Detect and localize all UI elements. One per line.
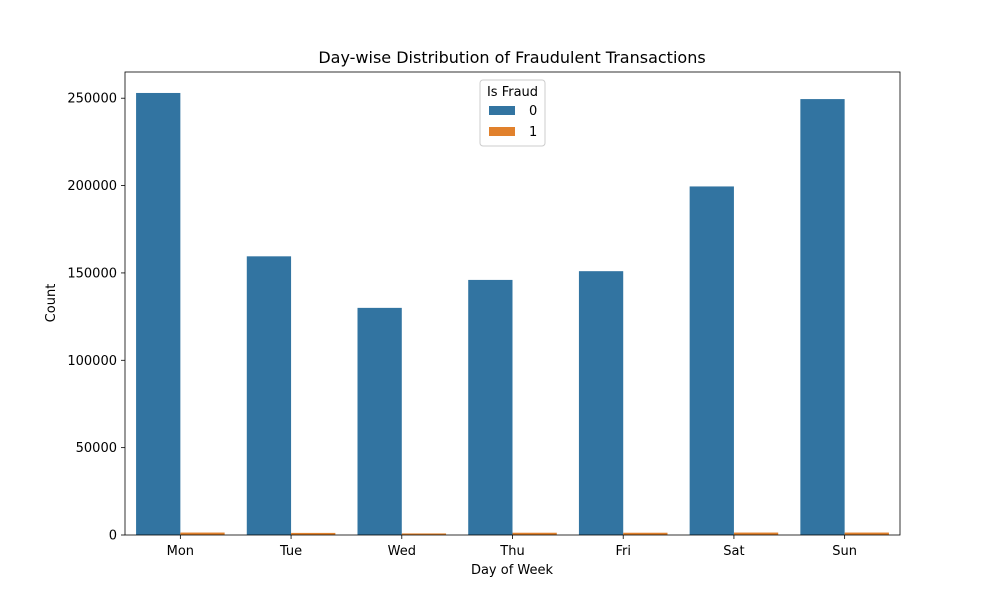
chart-title: Day-wise Distribution of Fraudulent Tran… [318, 48, 705, 67]
bar-series-0-thu [468, 279, 513, 535]
bar-series-1-mon [180, 532, 225, 535]
x-tick-label-thu: Thu [499, 544, 524, 559]
x-tick-label-sat: Sat [723, 544, 744, 559]
bar-series-1-sat [733, 532, 779, 535]
bar-series-0-wed [357, 307, 402, 535]
legend: Is Fraud 0 1 [479, 79, 546, 147]
legend-label-1: 1 [529, 125, 537, 140]
bar-series-0-sat [689, 186, 734, 535]
bar-series-0-sun [800, 99, 845, 536]
x-tick-label-mon: Mon [167, 544, 194, 559]
bar-series-0-mon [136, 92, 181, 535]
bar-series-1-sun [844, 532, 889, 535]
y-tick-label: 150000 [67, 266, 117, 281]
x-tick-label-wed: Wed [388, 544, 416, 559]
legend-title: Is Fraud [487, 85, 538, 100]
legend-label-0: 0 [529, 104, 537, 119]
x-tick-label-tue: Tue [279, 544, 302, 559]
bar-series-1-tue [291, 532, 336, 535]
y-tick-label: 50000 [76, 441, 117, 456]
y-tick-label: 100000 [67, 354, 117, 369]
plot-area: 0 50000 100000 150000 200000 250000 Mon Tue Wed T… [67, 71, 901, 559]
x-tick-label-fri: Fri [615, 544, 631, 559]
legend-swatch-0 [489, 106, 515, 115]
y-tick-label: 200000 [67, 179, 117, 194]
bar-series-1-wed [401, 533, 447, 535]
x-axis-label: Day of Week [471, 563, 554, 578]
legend-swatch-1 [489, 127, 515, 136]
bar-series-1-fri [623, 532, 668, 535]
x-tick-label-sun: Sun [832, 544, 857, 559]
y-tick-label: 250000 [67, 92, 117, 107]
y-tick-label: 0 [109, 529, 117, 544]
y-axis-label: Count [44, 284, 59, 323]
bar-series-0-tue [246, 256, 292, 535]
bar-series-1-thu [512, 532, 557, 535]
bar-series-0-fri [578, 271, 624, 535]
